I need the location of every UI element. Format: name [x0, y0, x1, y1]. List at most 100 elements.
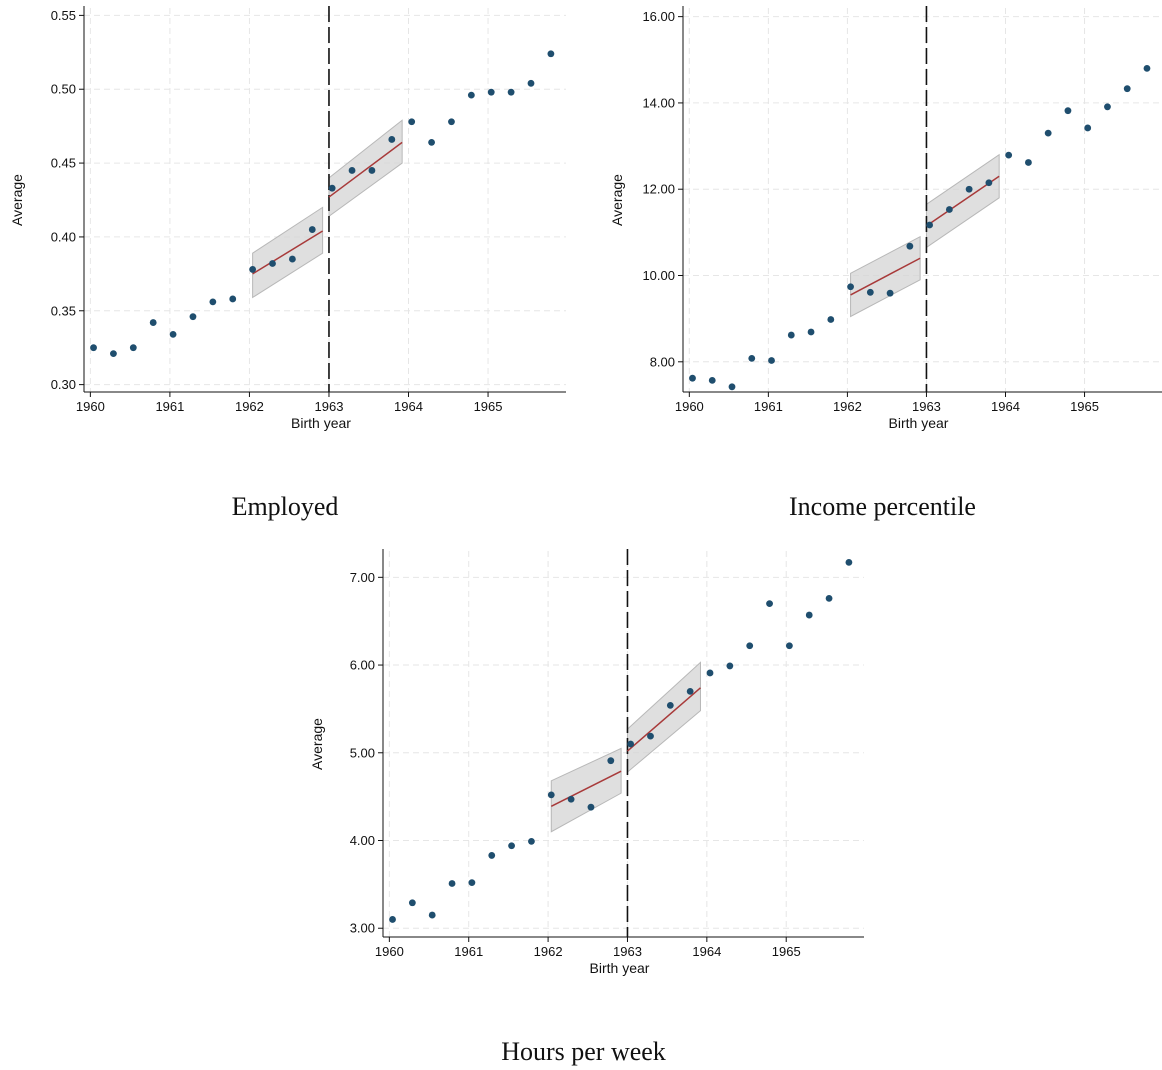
data-point: [587, 803, 595, 811]
data-point: [1084, 124, 1092, 132]
data-point: [90, 344, 97, 352]
data-point: [728, 383, 736, 391]
data-point: [488, 852, 496, 859]
data-point: [468, 879, 476, 887]
panel-1: 0.30 0.35 0.40 0.45 0.50 0.55 1960 1961 1962 1963…: [9, 6, 566, 521]
y-tick-label: 14.00: [642, 95, 675, 110]
panel-3: 3.00 4.00 5.00 6.00 7.00 1960 1961 1962 1963 1964…: [309, 549, 864, 1066]
data-point: [926, 221, 934, 229]
x-tick-label: 1960: [76, 399, 105, 414]
y-tick-label: 6.00: [350, 658, 375, 673]
y-axis-title: Average: [609, 174, 625, 226]
y-tick-label: 8.00: [650, 354, 675, 369]
x-tick-label: 1965: [1070, 399, 1099, 414]
panel-title: Employed: [232, 492, 339, 521]
data-point: [1104, 103, 1111, 111]
data-point: [965, 185, 973, 193]
data-point: [547, 791, 555, 799]
x-tick-label: 1964: [991, 399, 1020, 414]
y-tick-label: 0.55: [51, 8, 76, 23]
x-tick-label: 1960: [375, 944, 404, 959]
data-point: [368, 167, 376, 174]
x-axis-title: Birth year: [590, 960, 650, 976]
confidence-band-1: [550, 747, 622, 833]
data-point: [1064, 107, 1072, 115]
y-tick-label: 0.50: [51, 82, 76, 97]
data-point: [985, 179, 993, 187]
x-tick-label: 1963: [912, 399, 941, 414]
data-point: [467, 91, 475, 99]
x-tick-label: 1963: [613, 944, 642, 959]
fit-line-2: [626, 687, 701, 752]
data-point: [787, 331, 795, 339]
panel-title: Hours per week: [501, 1037, 666, 1066]
fit-line-1: [850, 257, 921, 296]
data-point: [508, 842, 515, 850]
data-point: [408, 899, 416, 907]
data-point: [1025, 159, 1032, 166]
panel-2: 8.00 10.00 12.00 14.00 16.00 1960 1961 1962 1963…: [609, 6, 1162, 521]
data-point: [110, 350, 117, 357]
data-point: [866, 288, 874, 296]
data-point: [288, 255, 296, 263]
data-point: [487, 88, 495, 96]
y-tick-label: 7.00: [350, 570, 375, 585]
y-axis-title: Average: [309, 718, 325, 770]
x-tick-label: 1962: [534, 944, 563, 959]
data-point: [886, 289, 894, 297]
data-point: [1143, 65, 1151, 72]
data-point: [209, 298, 217, 306]
data-point: [547, 50, 555, 58]
y-tick-label: 3.00: [350, 921, 375, 936]
x-axis-title: Birth year: [291, 415, 351, 431]
data-point: [706, 669, 714, 677]
fit-line-1: [550, 770, 622, 807]
data-point: [766, 600, 773, 608]
data-point: [189, 313, 197, 321]
fit-line-2: [328, 141, 403, 198]
data-point: [768, 357, 775, 364]
y-tick-label: 0.35: [51, 303, 76, 318]
data-point: [269, 260, 276, 267]
data-point: [945, 206, 953, 213]
data-point: [129, 344, 137, 352]
x-tick-label: 1961: [155, 399, 184, 414]
y-tick-label: 5.00: [350, 745, 375, 760]
y-tick-label: 0.45: [51, 156, 76, 171]
x-tick-label: 1962: [235, 399, 264, 414]
x-tick-label: 1961: [754, 399, 783, 414]
data-point: [647, 732, 654, 740]
data-point: [308, 226, 316, 233]
data-point: [906, 242, 914, 250]
data-point: [1123, 85, 1131, 93]
data-point: [229, 295, 237, 303]
data-point: [825, 594, 833, 602]
data-point: [827, 316, 835, 323]
data-point: [348, 167, 356, 174]
x-tick-label: 1964: [692, 944, 721, 959]
fit-line-1: [252, 230, 324, 275]
x-tick-label: 1964: [394, 399, 423, 414]
data-point: [507, 88, 515, 96]
data-point: [448, 880, 456, 887]
data-point: [708, 376, 716, 384]
data-point: [689, 374, 696, 382]
x-tick-label: 1965: [474, 399, 503, 414]
confidence-band-2: [328, 119, 403, 218]
y-axis-title: Average: [9, 174, 25, 226]
data-point: [1044, 129, 1052, 137]
y-tick-label: 16.00: [642, 9, 675, 24]
data-point: [567, 795, 575, 803]
y-tick-label: 12.00: [642, 182, 675, 197]
data-point: [686, 687, 694, 695]
data-point: [149, 319, 157, 326]
data-point: [607, 757, 615, 765]
panel-title: Income percentile: [789, 492, 976, 521]
data-point: [845, 559, 853, 566]
data-point: [388, 136, 396, 143]
data-point: [428, 911, 436, 919]
data-point: [527, 79, 535, 87]
data-point: [408, 118, 416, 126]
data-point: [528, 837, 535, 845]
